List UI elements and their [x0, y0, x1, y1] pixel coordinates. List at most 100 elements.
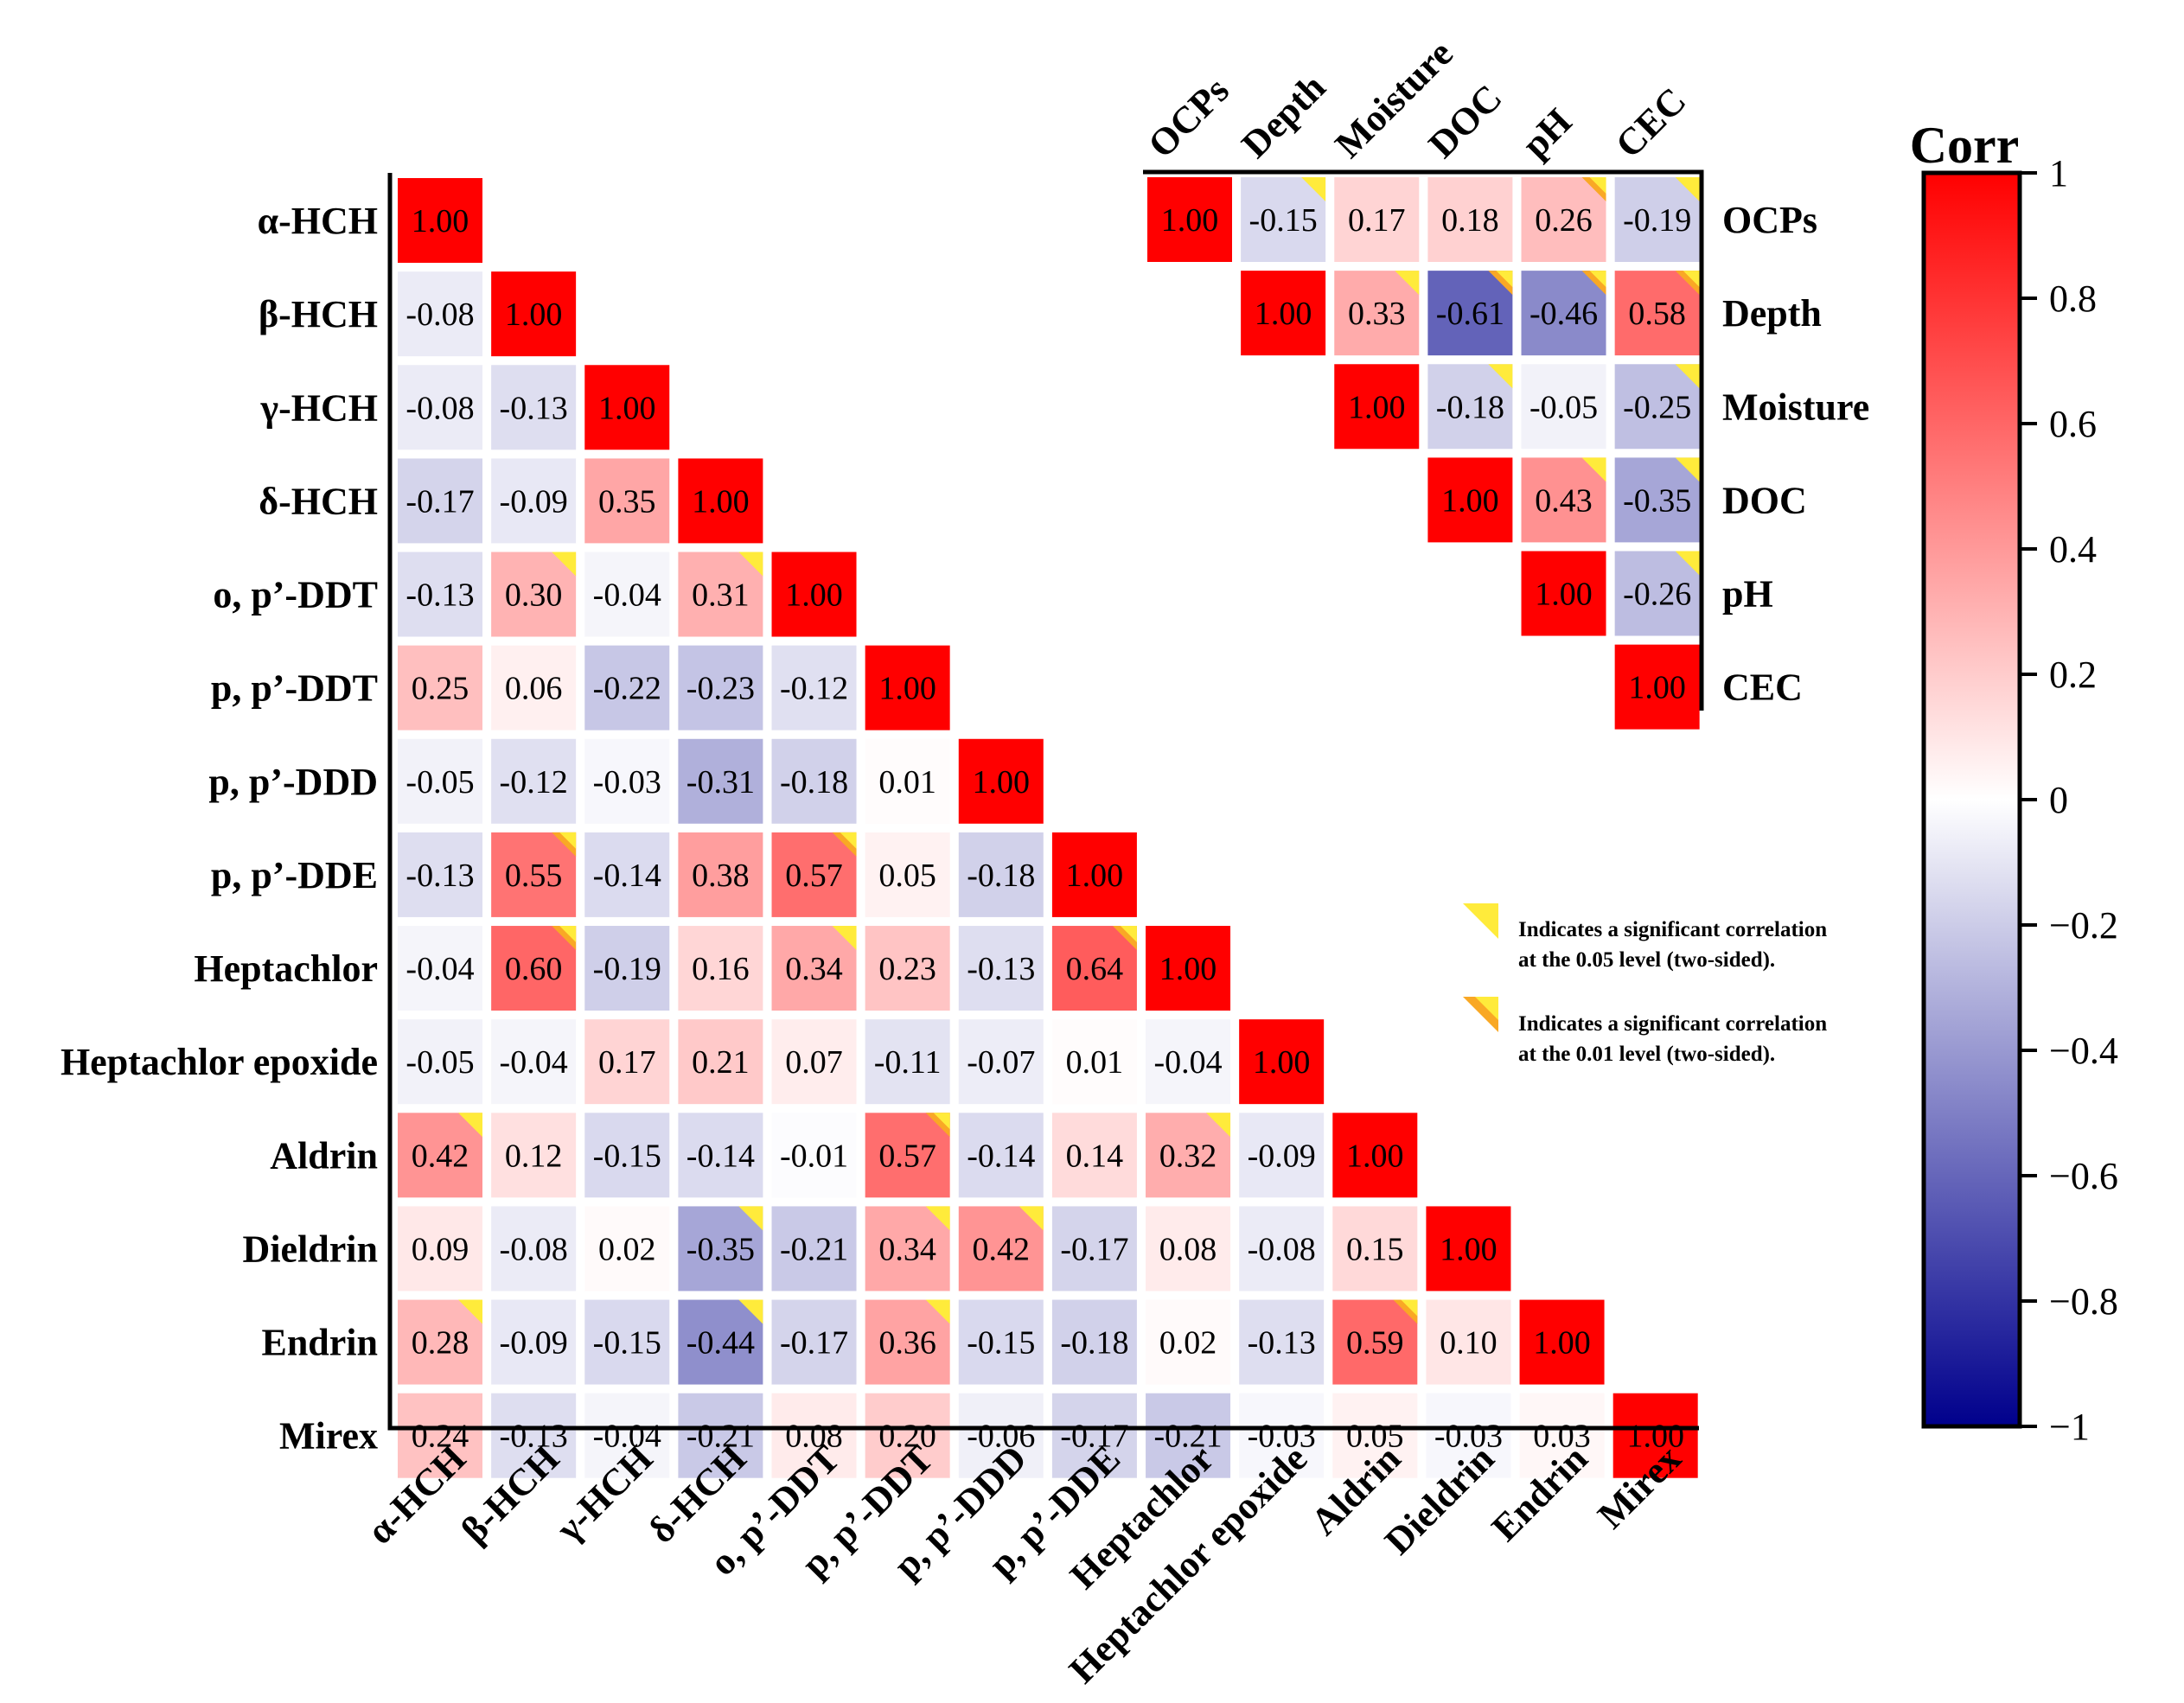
ocp-cell-r11-c1-sig-marker [458, 1113, 482, 1138]
ocp-cell-r12-c10-fill [1239, 1206, 1325, 1292]
ocp-cell-r5-c5-fill [771, 552, 857, 637]
ocp-cell-r10-c5: 0.07 [771, 1019, 857, 1105]
ocp-cell-r14-c4: -0.21 [678, 1393, 763, 1478]
ocp-cell-r9-c6-fill [865, 926, 950, 1011]
ocp-cell-r9-c5-fill [771, 926, 857, 1011]
ocp-cell-r10-c10-value: 1.00 [1253, 1044, 1311, 1081]
ocp-row-label: Heptachlor [194, 947, 378, 990]
ocp-cell-r13-c12-fill [1426, 1299, 1511, 1385]
ocp-cell-r10-c9-value: -0.04 [1153, 1044, 1222, 1081]
soil-column-label: pH [1514, 100, 1580, 166]
ocp-cell-r10-c3: 0.17 [584, 1019, 670, 1105]
ocp-cell-r14-c6: 0.20 [865, 1393, 950, 1478]
ocp-cell-r13-c6: 0.36 [865, 1299, 950, 1385]
ocp-cell-r6-c5-fill [771, 645, 857, 730]
soil-cell-r6-c6-value: 1.00 [1628, 670, 1686, 706]
ocp-cell-r13-c2: -0.09 [491, 1299, 577, 1385]
ocp-cell-r11-c2-value: 0.12 [505, 1138, 563, 1174]
colorbar-tick-label: 0.4 [2049, 528, 2097, 571]
ocp-cell-r9-c8: 0.64 [1051, 926, 1137, 1011]
soil-cell-r4-c6-value: -0.35 [1623, 482, 1691, 519]
legend-p05-marker [1463, 903, 1498, 939]
soil-cell-r2-c6: 0.58 [1614, 271, 1700, 356]
ocp-cell-r10-c6-fill [865, 1019, 950, 1105]
ocp-cell-r14-c2-value: -0.13 [500, 1419, 568, 1455]
ocp-cell-r8-c7-fill [958, 832, 1044, 917]
ocp-cell-r9-c9: 1.00 [1146, 926, 1231, 1011]
ocp-cell-r9-c3-fill [584, 926, 670, 1011]
ocp-cell-r6-c2: 0.06 [491, 645, 577, 730]
ocp-cell-r8-c8-value: 1.00 [1066, 858, 1124, 894]
soil-cell-r3-c6-fill [1614, 364, 1700, 450]
ocp-cell-r8-c2: 0.55 [491, 832, 577, 917]
soil-cell-r2-c3-value: 0.33 [1348, 296, 1406, 332]
ocp-cell-r11-c4-value: -0.14 [686, 1138, 755, 1174]
colorbar-tick-label: −0.8 [2049, 1280, 2118, 1323]
ocp-cell-r14-c3: -0.04 [584, 1393, 670, 1478]
ocp-cell-r11-c4: -0.14 [678, 1113, 763, 1198]
ocp-cell-r5-c2-sig-marker [552, 552, 577, 577]
ocp-cell-r6-c6: 1.00 [865, 645, 950, 730]
ocp-cell-r9-c1: -0.04 [398, 926, 482, 1011]
ocp-cell-r10-c10: 1.00 [1239, 1019, 1325, 1105]
ocp-cell-r12-c11: 0.15 [1332, 1206, 1418, 1292]
ocp-cell-r4-c3: 0.35 [584, 458, 670, 544]
ocp-cell-r9-c2-fill [491, 926, 577, 1011]
ocp-cell-r11-c8: 0.14 [1051, 1113, 1137, 1198]
ocp-cell-r3-c1: -0.08 [398, 365, 482, 450]
ocp-cell-r8-c1-value: -0.13 [406, 858, 474, 894]
soil-cell-r1-c5-sig-marker-inner [1589, 177, 1606, 194]
ocp-cell-r5-c3-fill [584, 552, 670, 637]
soil-cell-r2-c3-sig-marker [1395, 271, 1420, 296]
ocp-cell-r6-c1-fill [398, 645, 482, 730]
ocp-cell-r6-c2-fill [491, 645, 577, 730]
soil-cell-r1-c5: 0.26 [1521, 177, 1606, 262]
ocp-cell-r11-c1-value: 0.42 [412, 1138, 469, 1174]
ocp-cell-r14-c11: 0.05 [1332, 1393, 1418, 1478]
ocp-cell-r3-c2-value: -0.13 [500, 390, 568, 426]
soil-cell-r1-c1-fill [1147, 177, 1232, 262]
ocp-cell-r7-c7: 1.00 [958, 738, 1044, 824]
soil-cell-r2-c5-fill [1521, 271, 1606, 356]
ocp-cell-r12-c4-value: -0.35 [686, 1231, 755, 1267]
ocp-cell-r13-c10-value: -0.13 [1248, 1325, 1316, 1362]
ocp-cell-r9-c5: 0.34 [771, 926, 857, 1011]
ocp-cell-r14-c14-value: 1.00 [1626, 1419, 1684, 1455]
ocp-cell-r6-c3-value: -0.22 [593, 671, 661, 707]
ocp-cell-r9-c5-value: 0.34 [785, 951, 843, 987]
ocp-cell-r4-c1-value: -0.17 [406, 483, 474, 520]
ocp-cell-r7-c5: -0.18 [771, 738, 857, 824]
ocp-cell-r4-c4-fill [678, 458, 763, 544]
ocp-cell-r12-c6-value: 0.34 [878, 1231, 936, 1267]
legend-p05-line2: at the 0.05 level (two-sided). [1518, 948, 1775, 972]
soil-cell-r5-c5-value: 1.00 [1535, 577, 1593, 613]
ocp-cell-r14-c9: -0.21 [1146, 1393, 1231, 1478]
ocp-cell-r11-c4-fill [678, 1113, 763, 1198]
ocp-row-label: β-HCH [259, 293, 378, 335]
colorbar-tick-label: −1 [2049, 1406, 2090, 1448]
ocp-cell-r12-c11-value: 0.15 [1346, 1231, 1404, 1267]
ocp-cell-r10-c2-fill [491, 1019, 577, 1105]
soil-column-label: OCPs [1140, 69, 1236, 166]
ocp-cell-r14-c14-fill [1612, 1393, 1698, 1478]
soil-cell-r1-c6-sig-marker [1675, 177, 1700, 201]
soil-row-label: CEC [1722, 667, 1803, 709]
ocp-cell-r12-c5: -0.21 [771, 1206, 857, 1292]
colorbar-tick-label: −0.4 [2049, 1030, 2118, 1072]
ocp-cell-r8-c8: 1.00 [1051, 832, 1137, 917]
ocp-cell-r3-c1-fill [398, 365, 482, 450]
ocp-cell-r11-c6-sig-marker-inner [933, 1113, 950, 1130]
ocp-cell-r12-c9-value: 0.08 [1159, 1231, 1217, 1267]
ocp-cell-r13-c2-value: -0.09 [500, 1325, 568, 1362]
ocp-cell-r14-c10: -0.03 [1239, 1393, 1325, 1478]
soil-cell-r2-c6-value: 0.58 [1628, 296, 1686, 332]
ocp-cell-r14-c7: -0.06 [958, 1393, 1044, 1478]
ocp-cell-r6-c5-value: -0.12 [780, 671, 848, 707]
ocp-cell-r7-c1-fill [398, 738, 482, 824]
ocp-cell-r13-c1-sig-marker [458, 1299, 482, 1324]
ocp-row-label: Mirex [279, 1415, 378, 1457]
soil-cell-r4-c5-sig-marker [1581, 457, 1606, 482]
ocp-cell-r9-c6: 0.23 [865, 926, 950, 1011]
